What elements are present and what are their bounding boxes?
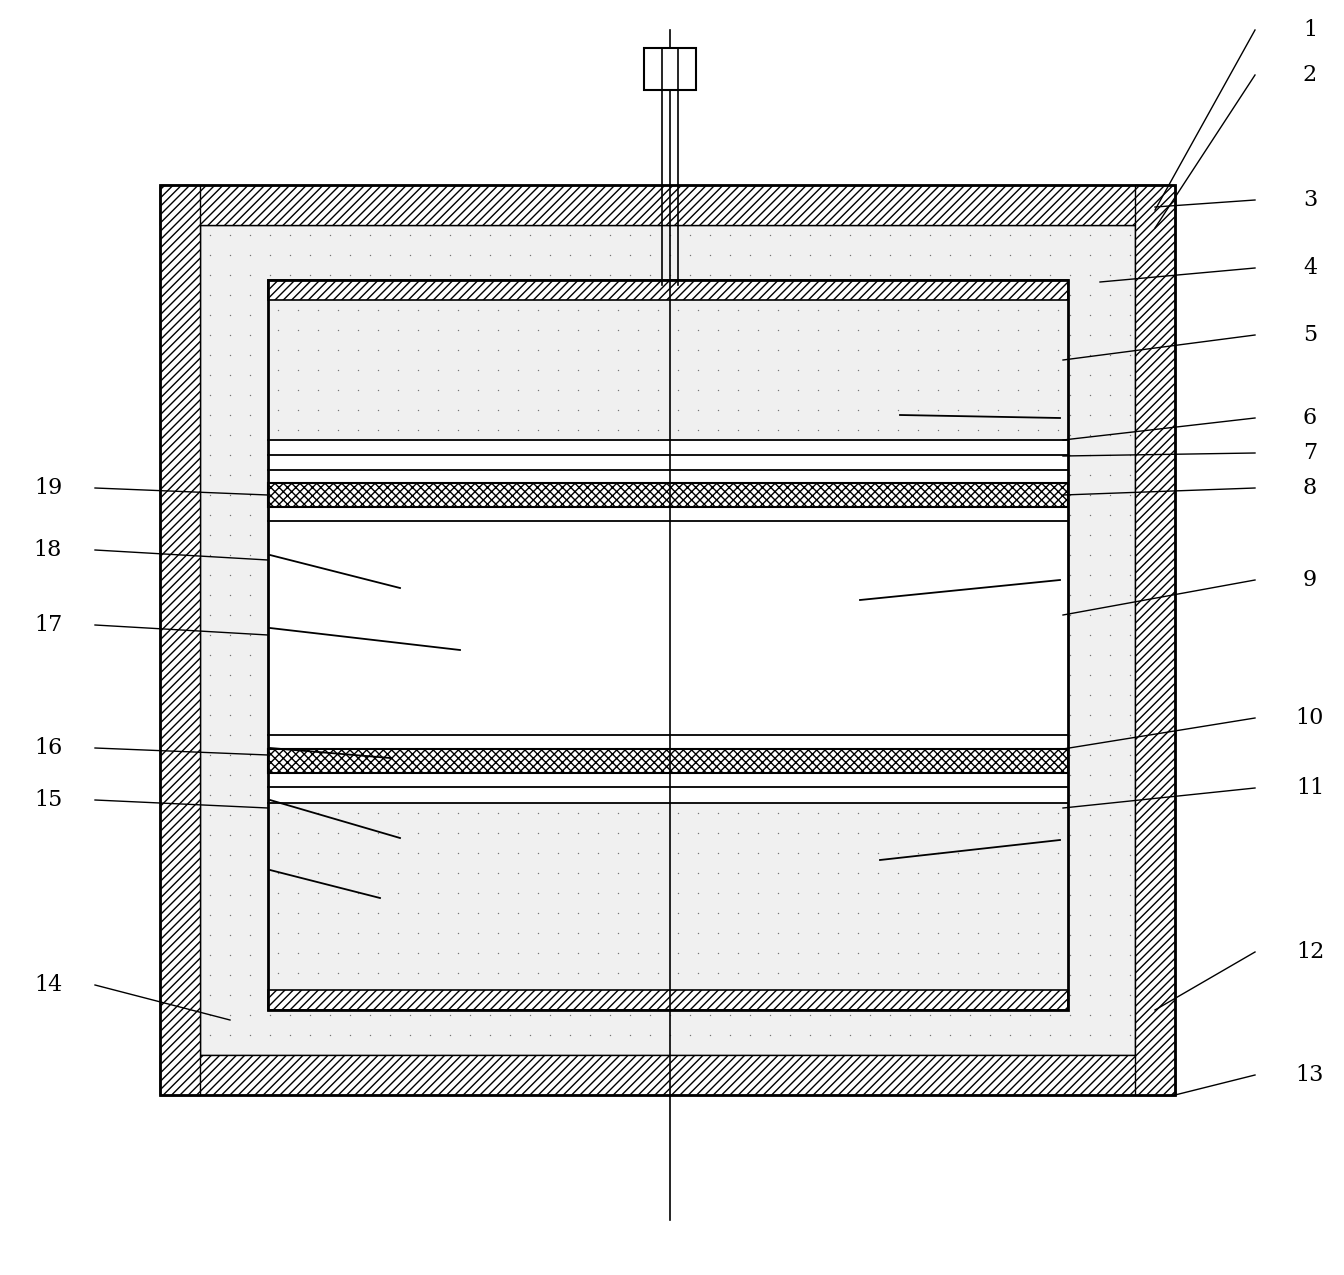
Bar [267, 280, 1068, 300]
Text: 3: 3 [1302, 189, 1317, 210]
Text: 14: 14 [34, 974, 62, 996]
Bar [160, 185, 1175, 1095]
Bar [267, 989, 1068, 1010]
Text: 18: 18 [34, 539, 62, 561]
Text: 17: 17 [34, 615, 62, 636]
Text: 10: 10 [1296, 708, 1324, 729]
Text: 2: 2 [1302, 64, 1317, 85]
Bar [267, 280, 1068, 1010]
Bar [267, 300, 1068, 440]
Bar [160, 185, 1175, 1095]
Bar [200, 224, 1134, 1054]
Bar [644, 48, 696, 91]
Text: 9: 9 [1302, 569, 1317, 592]
Text: 13: 13 [1296, 1065, 1324, 1086]
Text: 4: 4 [1302, 258, 1317, 279]
Text: 1: 1 [1302, 19, 1317, 41]
Text: 7: 7 [1302, 442, 1317, 464]
Text: 12: 12 [1296, 941, 1324, 963]
Text: 15: 15 [34, 789, 62, 811]
Text: 11: 11 [1296, 776, 1324, 799]
Text: 5: 5 [1302, 324, 1317, 346]
Bar [267, 483, 1068, 507]
Text: 6: 6 [1302, 407, 1317, 428]
Bar [267, 748, 1068, 773]
Text: 16: 16 [34, 737, 62, 759]
Bar [160, 185, 1175, 224]
Text: 19: 19 [34, 477, 62, 499]
Text: 8: 8 [1302, 477, 1317, 499]
Bar [160, 1054, 1175, 1095]
Bar [160, 185, 200, 1095]
Bar [1134, 185, 1175, 1095]
Bar [267, 280, 1068, 1010]
Bar [267, 803, 1068, 989]
